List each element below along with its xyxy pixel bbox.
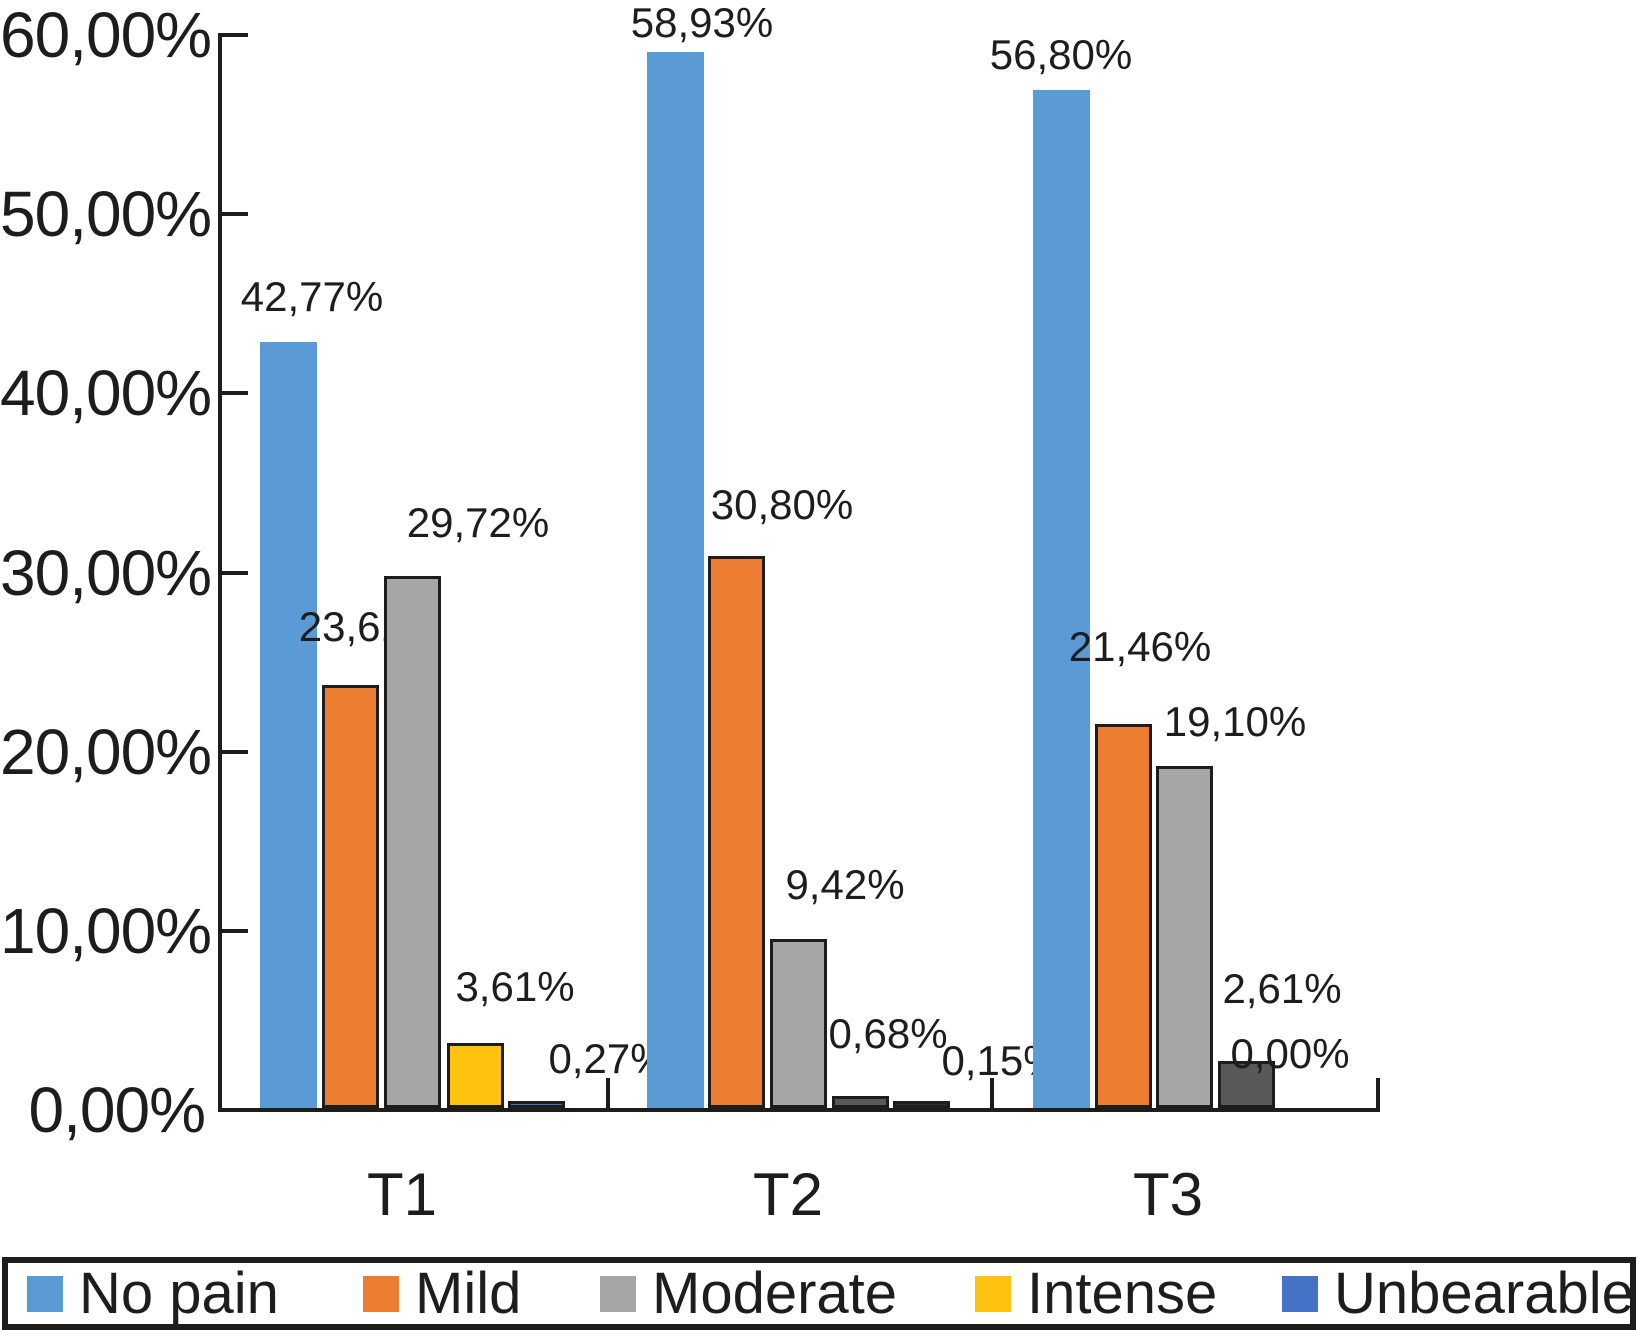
x-tick bbox=[606, 1078, 610, 1108]
y-tick bbox=[218, 212, 248, 217]
y-tick-label: 10,00% bbox=[0, 894, 212, 967]
bar-value-label: 2,61% bbox=[1222, 965, 1342, 1012]
bar-value-label: 0,68% bbox=[828, 1010, 948, 1057]
legend-label: Moderate bbox=[652, 1260, 898, 1326]
bar-t1-intense bbox=[447, 1043, 504, 1108]
bar-t3-moderate bbox=[1156, 766, 1213, 1108]
legend-label: Unbearable bbox=[1334, 1260, 1634, 1326]
x-category-label-t1: T1 bbox=[366, 1161, 438, 1228]
x-tick bbox=[1376, 1078, 1380, 1108]
bar-t1-no-pain bbox=[260, 342, 317, 1108]
bar-t2-moderate bbox=[770, 939, 827, 1108]
bar-t1-unbearable bbox=[508, 1101, 565, 1108]
bar-t2-mild bbox=[708, 556, 765, 1108]
bar-value-label: 21,46% bbox=[1068, 623, 1212, 670]
legend-swatch-icon bbox=[600, 1275, 636, 1312]
bar-value-label: 19,10% bbox=[1163, 698, 1307, 745]
y-tick-label: 40,00% bbox=[0, 357, 212, 430]
legend-label: No pain bbox=[79, 1260, 279, 1326]
bar-t3-no-pain bbox=[1033, 90, 1090, 1108]
y-tick bbox=[218, 33, 248, 37]
legend: No pain Mild Moderate Intense Unbearable bbox=[2, 1257, 1636, 1330]
y-tick bbox=[218, 570, 248, 575]
y-tick bbox=[218, 391, 248, 396]
bar-t1-mild bbox=[322, 685, 379, 1108]
bar-value-label: 42,77% bbox=[240, 273, 384, 320]
y-tick bbox=[218, 928, 248, 933]
x-category-label-t3: T3 bbox=[1132, 1161, 1204, 1228]
legend-swatch-icon bbox=[27, 1275, 63, 1312]
bar-value-label: 30,80% bbox=[710, 481, 854, 528]
legend-swatch-icon bbox=[363, 1275, 399, 1312]
y-tick-label: 0,00% bbox=[28, 1074, 206, 1146]
legend-item-no-pain: No pain bbox=[27, 1263, 279, 1324]
y-tick bbox=[218, 749, 248, 754]
bar-value-label: 23,61% bbox=[298, 603, 442, 650]
bar-t2-no-pain bbox=[647, 52, 704, 1108]
bar-t3-mild bbox=[1095, 724, 1152, 1108]
x-axis-line bbox=[218, 1108, 1380, 1112]
bar-value-label: 3,61% bbox=[455, 963, 575, 1010]
y-tick-label: 60,00% bbox=[0, 0, 212, 71]
legend-item-intense: Intense bbox=[975, 1263, 1217, 1324]
legend-label: Mild bbox=[415, 1260, 522, 1326]
y-tick-label: 20,00% bbox=[0, 715, 212, 788]
bar-t2-intense bbox=[832, 1096, 889, 1108]
x-category-label-t2: T2 bbox=[752, 1161, 824, 1228]
bar-value-label: 58,93% bbox=[630, 0, 774, 46]
legend-item-unbearable: Unbearable bbox=[1282, 1263, 1634, 1324]
legend-swatch-icon bbox=[1282, 1275, 1318, 1312]
legend-label: Intense bbox=[1027, 1260, 1218, 1326]
y-tick bbox=[218, 1108, 248, 1112]
x-tick bbox=[990, 1078, 994, 1108]
bar-t3-intense bbox=[1218, 1061, 1275, 1108]
y-tick-label: 30,00% bbox=[0, 536, 212, 609]
bar-value-label: 0,00% bbox=[1230, 1030, 1350, 1077]
bar-value-label: 9,42% bbox=[785, 861, 905, 908]
bar-value-label: 56,80% bbox=[989, 31, 1133, 78]
bar-t1-moderate bbox=[384, 576, 441, 1108]
legend-item-moderate: Moderate bbox=[600, 1263, 897, 1324]
bar-value-label: 29,72% bbox=[406, 499, 550, 546]
bar-t2-unbearable bbox=[893, 1101, 950, 1108]
legend-swatch-icon bbox=[975, 1275, 1011, 1312]
legend-item-mild: Mild bbox=[363, 1263, 521, 1324]
y-tick-label: 50,00% bbox=[0, 178, 212, 251]
